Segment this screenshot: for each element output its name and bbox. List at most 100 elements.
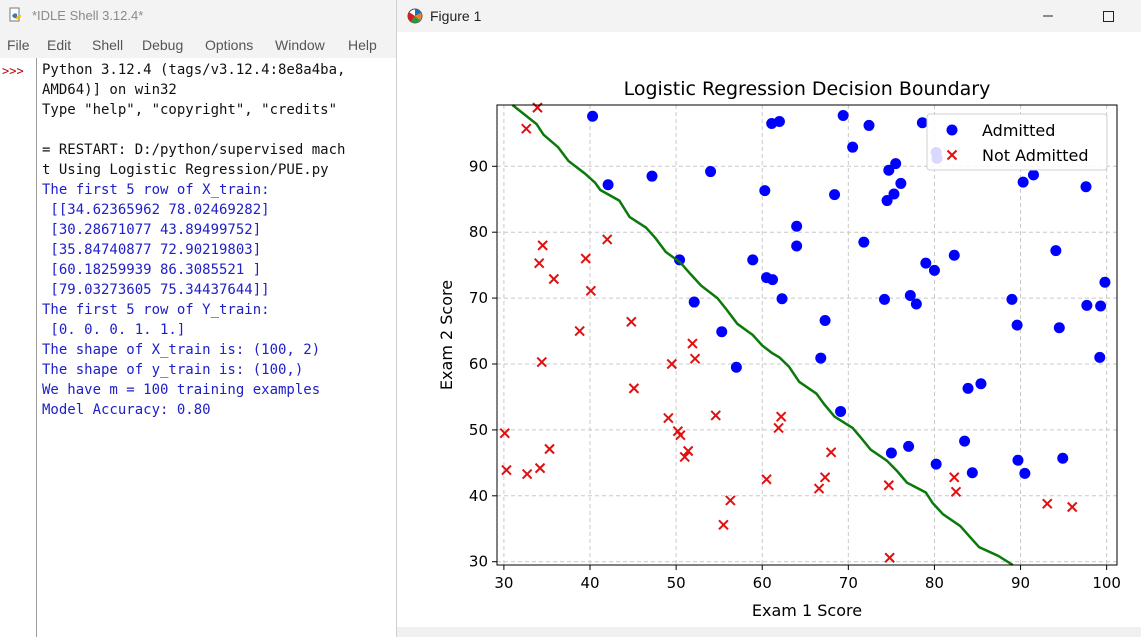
not-admitted-point <box>883 480 895 491</box>
idle-shell-window: *IDLE Shell 3.12.4* File Edit Shell Debu… <box>0 0 396 637</box>
not-admitted-point <box>761 474 772 485</box>
menu-window[interactable]: Window <box>275 37 325 53</box>
x-marker-stroke <box>761 474 772 485</box>
admitted-point <box>895 177 907 189</box>
admitted-point <box>948 249 960 261</box>
not-admitted-point <box>675 429 686 441</box>
admitted-point <box>966 467 978 479</box>
menu-edit[interactable]: Edit <box>47 37 72 53</box>
not-admitted-point <box>679 451 690 463</box>
admitted-point <box>646 170 658 182</box>
not-admitted-point <box>687 338 698 349</box>
shell-line: The shape of X_train is: (100, 2) <box>42 342 321 358</box>
not-admitted-point <box>725 495 736 506</box>
shell-line: [0. 0. 0. 1. 1.] <box>42 322 186 338</box>
admitted-point <box>847 141 859 153</box>
menu-debug[interactable]: Debug <box>142 37 184 53</box>
x-marker-stroke <box>499 427 510 439</box>
admitted-point <box>920 257 932 269</box>
legend-admitted-marker <box>946 124 958 136</box>
prompt-gutter <box>0 58 36 637</box>
not-admitted-point <box>521 468 533 480</box>
python-idle-icon <box>9 7 21 22</box>
maximize-icon[interactable] <box>1097 6 1119 26</box>
menu-shell[interactable]: Shell <box>92 37 124 53</box>
matplotlib-icon <box>407 8 423 24</box>
y-tick-label: 30 <box>469 553 488 571</box>
admitted-point <box>928 264 940 276</box>
shell-output-area[interactable]: Python 3.12.4 (tags/v3.12.4:8e8a4ba, AMD… <box>37 58 396 637</box>
not-admitted-point <box>666 358 678 370</box>
not-admitted-point <box>949 472 960 483</box>
not-admitted-point <box>548 273 560 285</box>
admitted-point <box>959 435 971 447</box>
shell-prompt: >>> <box>2 64 24 78</box>
not-admitted-point <box>628 383 640 394</box>
not-admitted-point <box>775 411 787 422</box>
x-axis-label: Exam 1 Score <box>752 601 862 620</box>
x-tick-label: 100 <box>1092 574 1121 592</box>
x-marker-stroke <box>689 353 701 364</box>
not-admitted-point <box>819 472 831 483</box>
figure-titlebar: Figure 1 <box>397 0 1141 32</box>
x-marker-stroke <box>1042 498 1053 509</box>
not-admitted-point <box>626 316 637 328</box>
x-marker-stroke <box>884 552 895 563</box>
decision-boundary-chart: 30 40 50 60 70 80 90 100 30 40 50 60 70 80 90 Logistic … <box>437 78 1121 620</box>
admitted-point <box>883 164 895 176</box>
plot-background <box>497 105 1117 565</box>
admitted-point <box>1053 322 1065 334</box>
menu-options[interactable]: Options <box>205 37 254 53</box>
not-admitted-point <box>1042 498 1053 509</box>
figure-bottom-edge <box>397 627 1141 637</box>
admitted-point <box>776 293 788 305</box>
x-marker-stroke <box>544 443 555 455</box>
not-admitted-point <box>534 462 546 474</box>
admitted-point <box>1080 181 1092 193</box>
x-marker-stroke <box>773 422 784 434</box>
x-marker-stroke <box>602 234 613 245</box>
minimize-icon[interactable] <box>1037 6 1059 26</box>
shell-line: We have m = 100 training examples <box>42 382 321 398</box>
admitted-point <box>1027 169 1039 181</box>
menu-help[interactable]: Help <box>348 37 377 53</box>
x-marker-stroke <box>534 462 546 474</box>
not-admitted-point <box>950 486 962 498</box>
admitted-point <box>705 166 717 178</box>
admitted-point <box>890 158 902 170</box>
x-marker-stroke <box>548 273 560 285</box>
y-axis-label: Exam 2 Score <box>437 280 456 390</box>
admitted-point <box>602 179 614 191</box>
admitted-point <box>904 289 916 301</box>
admitted-point <box>1011 319 1023 331</box>
x-marker-stroke <box>679 451 690 463</box>
decision-boundary-line <box>511 104 1014 567</box>
not-admitted-point <box>544 443 555 455</box>
menu-file[interactable]: File <box>7 37 30 53</box>
x-marker-stroke <box>536 356 547 368</box>
x-marker-stroke <box>718 519 729 531</box>
not-admitted-point <box>663 412 674 424</box>
admitted-point <box>747 254 759 266</box>
admitted-point <box>1019 467 1031 479</box>
not-admitted-point <box>718 519 729 531</box>
x-tick-label: 60 <box>753 574 772 592</box>
figure-window-title: Figure 1 <box>430 8 482 24</box>
admitted-point <box>879 293 890 305</box>
admitted-point <box>975 378 987 390</box>
x-tick-label: 50 <box>667 574 686 592</box>
shell-line: AMD64)] on win32 <box>42 82 177 98</box>
not-admitted-point <box>499 427 510 439</box>
x-marker-stroke <box>949 472 960 483</box>
x-marker-stroke <box>663 412 674 424</box>
x-tick-label: 30 <box>494 574 513 592</box>
not-admitted-point <box>536 356 547 368</box>
plot-frame <box>496 104 1118 566</box>
x-marker-stroke <box>687 338 698 349</box>
not-admitted-point <box>574 325 585 337</box>
x-marker-stroke <box>675 429 686 441</box>
shell-line: Python 3.12.4 (tags/v3.12.4:8e8a4ba, <box>42 62 346 78</box>
idle-menubar: File Edit Shell Debug Options Window Hel… <box>0 35 396 57</box>
shell-line: [[34.62365962 78.02469282] <box>42 202 270 218</box>
admitted-point <box>930 458 942 470</box>
